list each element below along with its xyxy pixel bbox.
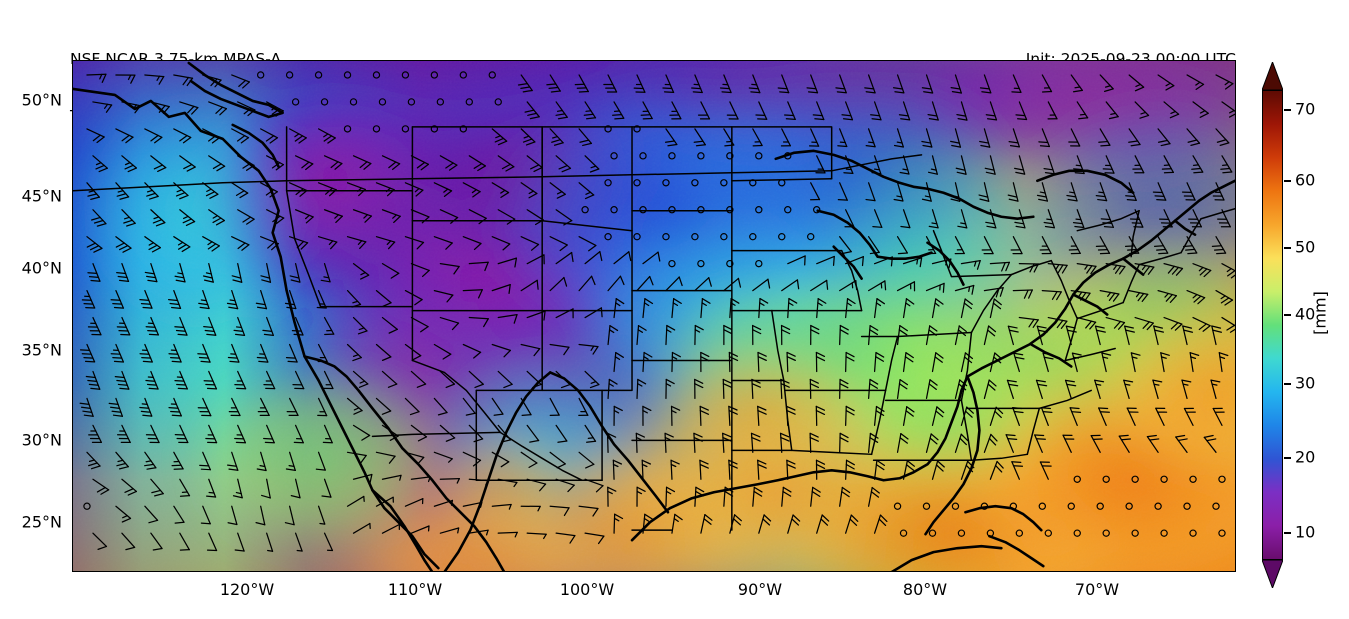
colorbar-label: 40 bbox=[1295, 304, 1316, 324]
wind-barb-overlay bbox=[79, 71, 1235, 552]
colorbar-label: 30 bbox=[1295, 373, 1316, 393]
colorbar-over-arrow bbox=[1262, 62, 1283, 90]
ytick-label: 35°N bbox=[21, 340, 62, 360]
colorbar-label: 70 bbox=[1295, 99, 1316, 119]
xtick-label: 90°W bbox=[737, 580, 783, 599]
colorbar-gradient bbox=[1262, 90, 1283, 560]
xtick-label: 80°W bbox=[902, 580, 948, 599]
colorbar-label: 20 bbox=[1295, 447, 1316, 467]
colorbar-tick bbox=[1284, 180, 1291, 182]
xtick-label: 120°W bbox=[219, 580, 275, 599]
precipitable-water-field bbox=[73, 61, 1235, 571]
colorbar-unit-label: [mm] bbox=[1310, 291, 1330, 335]
colorbar-under-arrow bbox=[1262, 560, 1283, 588]
ytick-label: 25°N bbox=[21, 512, 62, 532]
colorbar-tick bbox=[1284, 383, 1291, 385]
colorbar-tick bbox=[1284, 109, 1291, 111]
colorbar: 70 60 50 40 30 20 10 [mm] bbox=[1258, 58, 1349, 588]
ytick-label: 50°N bbox=[21, 90, 62, 110]
map-plot-area[interactable] bbox=[72, 60, 1236, 572]
xtick-label: 100°W bbox=[559, 580, 615, 599]
colorbar-tick bbox=[1284, 247, 1291, 249]
colorbar-tick bbox=[1284, 532, 1291, 534]
colorbar-tick bbox=[1284, 457, 1291, 459]
colorbar-label: 60 bbox=[1295, 170, 1316, 190]
colorbar-label: 10 bbox=[1295, 522, 1316, 542]
ytick-label: 45°N bbox=[21, 186, 62, 206]
ytick-label: 30°N bbox=[21, 430, 62, 450]
ytick-label: 40°N bbox=[21, 258, 62, 278]
xtick-label: 70°W bbox=[1074, 580, 1120, 599]
colorbar-label: 50 bbox=[1295, 237, 1316, 257]
colorbar-tick bbox=[1284, 314, 1291, 316]
xtick-label: 110°W bbox=[387, 580, 443, 599]
